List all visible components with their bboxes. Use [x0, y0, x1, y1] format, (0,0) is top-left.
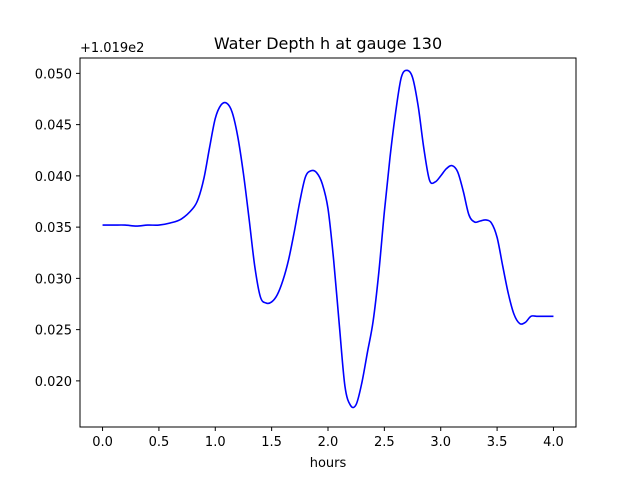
x-tick-label: 2.5 [374, 435, 395, 450]
x-tick-label: 1.5 [261, 435, 282, 450]
y-tick-label: 0.050 [35, 67, 72, 82]
y-offset-label: +1.019e2 [80, 41, 144, 56]
series-layer [102, 69, 554, 409]
x-axis-label: hours [310, 456, 347, 471]
y-tick-label: 0.025 [35, 324, 72, 339]
x-axis: 0.0 0.5 1.0 1.5 2.0 2.5 3.0 3.5 4.0 [92, 427, 564, 450]
y-tick-label: 0.020 [35, 375, 72, 390]
series-line [102, 69, 554, 409]
x-tick-label: 3.5 [487, 435, 508, 450]
x-tick-label: 0.5 [149, 435, 170, 450]
y-axis: 0.020 0.025 0.030 0.035 0.040 0.045 0.050 [35, 67, 80, 390]
x-tick-label: 2.0 [318, 435, 339, 450]
x-tick-label: 3.0 [430, 435, 451, 450]
y-tick-label: 0.030 [35, 272, 72, 287]
x-tick-label: 4.0 [543, 435, 564, 450]
x-tick-label: 1.0 [205, 435, 226, 450]
y-tick-label: 0.040 [35, 170, 72, 185]
chart-title: Water Depth h at gauge 130 [214, 34, 442, 53]
y-tick-label: 0.045 [35, 119, 72, 134]
x-tick-label: 0.0 [92, 435, 113, 450]
plot-area [79, 57, 577, 428]
y-tick-label: 0.035 [35, 221, 72, 236]
